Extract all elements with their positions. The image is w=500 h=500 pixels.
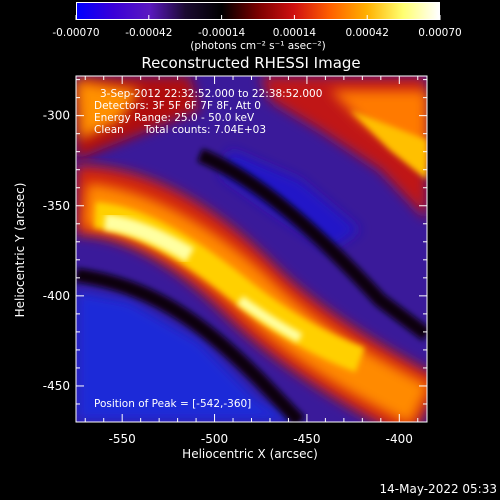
info-energy-range: Energy Range: 25.0 - 50.0 keV	[94, 112, 255, 124]
x-tick-label: -550	[109, 432, 136, 446]
timestamp: 14-May-2022 05:33	[380, 482, 497, 496]
colorbar-unit-label: (photons cm⁻² s⁻¹ asec⁻²)	[190, 40, 325, 52]
x-axis-label: Heliocentric X (arcsec)	[182, 447, 318, 461]
colorbar-tick-label: -0.00014	[198, 27, 246, 39]
axis-ticks: -550 -500 -450 -400 -300 -350 -400 -450	[43, 76, 427, 446]
colorbar-tick-label: 0.00014	[273, 27, 317, 39]
info-total-counts: Total counts: 7.04E+03	[143, 124, 266, 136]
plot-title: Reconstructed RHESSI Image	[141, 54, 360, 72]
colorbar	[76, 2, 440, 20]
info-time-range: 3-Sep-2012 22:32:52.000 to 22:38:52.000	[100, 88, 322, 100]
rhessi-image	[76, 76, 427, 422]
colorbar-tick-label: -0.00042	[125, 27, 172, 39]
colorbar-gradient	[77, 3, 439, 19]
y-tick-label: -350	[43, 199, 70, 213]
x-tick-label: -500	[201, 432, 228, 446]
x-tick-label: -450	[293, 432, 320, 446]
y-tick-label: -450	[43, 379, 70, 393]
info-detectors: Detectors: 3F 5F 6F 7F 8F, Att 0	[94, 100, 261, 112]
peak-position-label: Position of Peak = [-542,-360]	[94, 398, 251, 410]
colorbar-tick-label: -0.00070	[52, 27, 99, 39]
colorbar-tick-label: 0.00070	[418, 27, 461, 39]
colorbar-tick-label: 0.00042	[345, 27, 388, 39]
y-axis-label: Heliocentric Y (arcsec)	[13, 183, 27, 318]
y-tick-label: -400	[43, 289, 70, 303]
info-method: Clean	[94, 124, 124, 136]
y-tick-label: -300	[43, 109, 70, 123]
colorbar-ticks: -0.00070 -0.00042 -0.00014 0.00014 0.00042 0.…	[52, 15, 462, 39]
x-tick-label: -400	[386, 432, 413, 446]
